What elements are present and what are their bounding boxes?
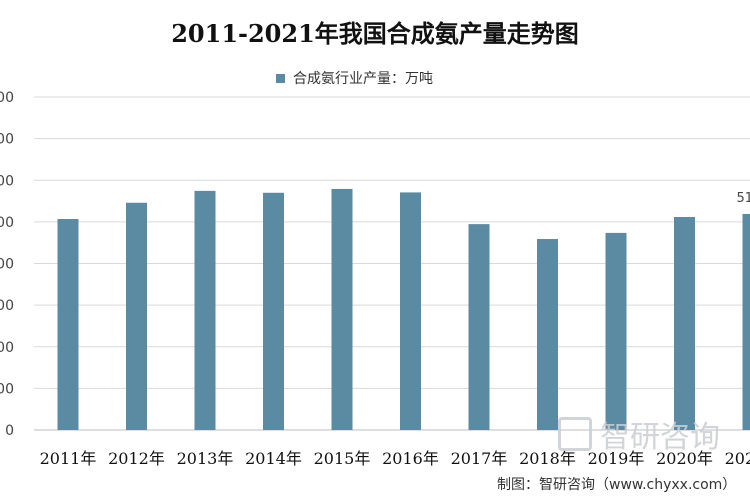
x-tick-label: 2012年 [108,449,165,468]
y-tick-label: 1000 [0,381,14,397]
bar [57,219,79,430]
bar [674,217,695,430]
legend: 合成氨行业产量：万吨 [276,68,433,88]
y-tick-label: 0 [5,423,14,439]
x-tick-label: 2017年 [451,449,508,468]
x-tick-label: 2019年 [588,449,645,468]
bar [194,190,216,430]
y-tick-label: 7000 [0,132,14,148]
bar [263,192,284,430]
bar [742,213,750,430]
bar [605,232,627,430]
y-tick-label: 2000 [0,340,14,356]
x-tick-label: 2014年 [245,449,302,468]
legend-label: 合成氨行业产量：万吨 [293,71,433,87]
x-tick-label: 2021年 [725,449,750,468]
bar [400,192,421,430]
watermark: 智研咨询 [558,412,720,456]
legend-swatch [276,73,285,83]
x-tick-label: 2011年 [40,449,97,468]
y-tick-label: 8000 [0,90,14,106]
x-tick-label: 2013年 [177,449,234,468]
x-tick-label: 2016年 [382,449,439,468]
bar [331,188,353,430]
bar [126,202,147,430]
source-note: 制图：智研咨询（www.chyxx.com） [497,477,737,493]
y-tick-label: 6000 [0,173,14,189]
y-tick-label: 3000 [0,298,14,314]
x-tick-label: 2018年 [519,449,576,468]
chyxx-logo-icon [558,417,592,451]
y-tick-label: 5000 [0,215,14,231]
bar [468,224,490,430]
bar [537,239,558,430]
x-tick-label: 2015年 [314,449,371,468]
data-label: 5190 [736,191,750,206]
chart-title: 2011-2021年我国合成氨产量走势图 [171,19,579,48]
x-tick-label: 2020年 [656,449,713,468]
y-tick-label: 4000 [0,257,14,273]
watermark-text: 智研咨询 [600,420,720,455]
